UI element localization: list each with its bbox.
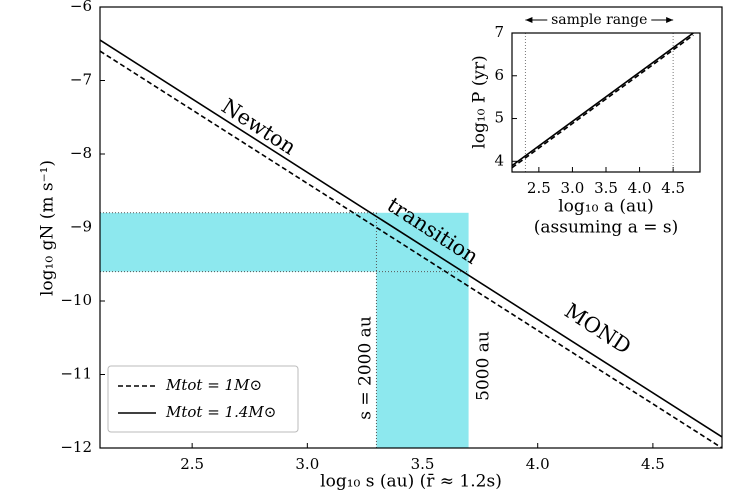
x-axis-label: log₁₀ a (au) <box>558 197 653 217</box>
y-tick-label: −12 <box>60 438 92 456</box>
x-tick-label: 2.5 <box>180 455 204 473</box>
inset-title: sample range <box>551 12 647 28</box>
x-tick-label: 4.5 <box>661 179 685 197</box>
x-tick-label: 4.5 <box>641 455 665 473</box>
shaded-g-band <box>100 212 469 272</box>
y-tick-label: 5 <box>494 109 504 127</box>
y-tick-label: 4 <box>494 151 504 169</box>
series-line <box>511 34 694 169</box>
shaded-s-band <box>376 271 469 448</box>
x-tick-label: 4.0 <box>526 455 550 473</box>
x-tick-label: 3.0 <box>295 455 319 473</box>
annotation: Newton <box>217 94 300 160</box>
y-tick-label: −9 <box>70 218 92 236</box>
x-tick-label: 3.5 <box>411 455 435 473</box>
series-line <box>99 50 723 449</box>
inset-frame <box>511 32 701 173</box>
annotation: s = 2000 au <box>356 316 376 420</box>
series-line <box>99 39 723 438</box>
y-tick-label: 7 <box>494 23 504 41</box>
plot-frame <box>99 6 723 449</box>
y-tick-label: −11 <box>60 365 92 383</box>
legend-label: Mtot = 1.4M⊙ <box>165 403 276 421</box>
x-tick-label: 4.0 <box>628 179 652 197</box>
y-tick-label: 6 <box>494 66 504 84</box>
y-axis-label: log₁₀ P (yr) <box>470 55 490 148</box>
annotation: 5000 au <box>474 331 494 401</box>
annotation: MOND <box>560 299 635 359</box>
legend-box <box>107 365 299 433</box>
series-line <box>511 32 694 167</box>
x-tick-label: 2.5 <box>527 179 551 197</box>
x-axis-label: log₁₀ s (au) (r̄ ≈ 1.2s) <box>320 472 502 492</box>
legend-label: Mtot = 1M⊙ <box>165 376 262 394</box>
y-tick-label: −6 <box>70 0 92 15</box>
y-axis-label: log₁₀ gN (m s⁻¹) <box>38 160 58 296</box>
x-tick-label: 3.5 <box>594 179 618 197</box>
y-tick-label: −7 <box>70 71 92 89</box>
x-axis-label-2: (assuming a = s) <box>534 218 679 238</box>
range-label-bg <box>547 11 652 29</box>
x-tick-label: 3.0 <box>560 179 584 197</box>
y-tick-label: −8 <box>70 144 92 162</box>
y-tick-label: −10 <box>60 291 92 309</box>
